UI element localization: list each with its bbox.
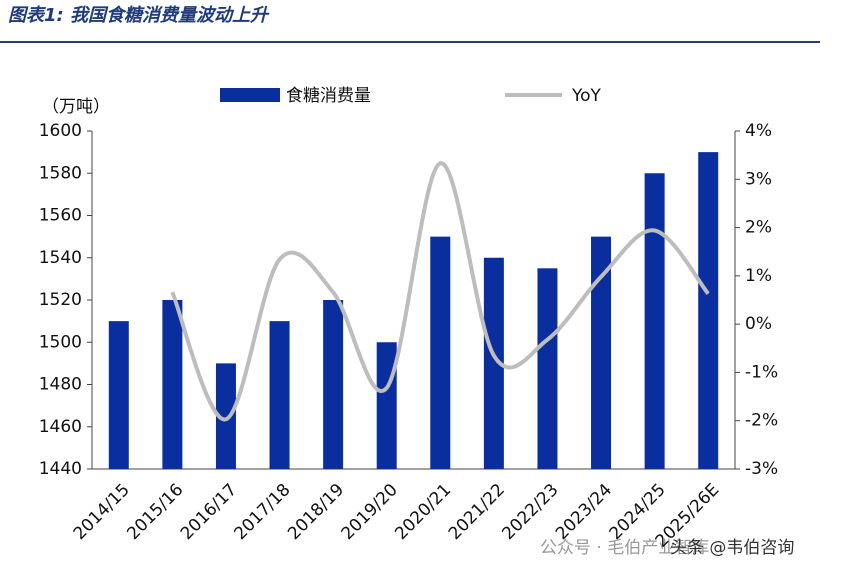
bar <box>644 173 665 469</box>
watermark: 头条 @韦伯咨询 <box>670 538 794 558</box>
x-tick-label: 2022/23 <box>498 480 562 544</box>
yoy-line <box>170 161 710 422</box>
y-tick-label: 1540 <box>39 248 82 268</box>
y2-tick-label: -1% <box>745 362 778 382</box>
y2-tick-label: -3% <box>745 459 778 479</box>
bar <box>537 268 558 469</box>
y2-tick-label: 1% <box>745 266 772 286</box>
x-tick-label: 2018/19 <box>284 480 348 544</box>
bar <box>376 342 397 469</box>
chart-title: 图表1: 我国食糖消费量波动上升 <box>8 5 270 26</box>
bar <box>108 321 129 469</box>
y-tick-label: 1520 <box>39 290 82 310</box>
y-tick-label: 1480 <box>39 375 82 395</box>
x-tick-label: 2020/21 <box>391 480 455 544</box>
y-tick-label: 1440 <box>39 459 82 479</box>
x-tick-label: 2015/16 <box>123 480 187 544</box>
y-tick-label: 1500 <box>39 332 82 352</box>
bar <box>430 236 451 469</box>
y2-tick-label: 2% <box>745 218 772 238</box>
y-tick-label: 1600 <box>39 121 82 141</box>
legend-label: 食糖消费量 <box>286 86 371 106</box>
y2-tick-label: 0% <box>745 314 772 334</box>
y2-tick-label: -2% <box>745 411 778 431</box>
y-tick-label: 1580 <box>39 163 82 183</box>
legend-swatch <box>220 88 280 102</box>
y-tick-label: 1560 <box>39 206 82 226</box>
y2-tick-label: 4% <box>745 121 772 141</box>
bar <box>269 321 290 469</box>
bar <box>591 236 612 469</box>
unit-label: （万吨） <box>42 97 110 117</box>
y2-tick-label: 3% <box>745 169 772 189</box>
watermark: 公众号 · 毛伯产业智库 <box>540 538 709 558</box>
x-tick-label: 2021/22 <box>445 480 509 544</box>
bar <box>323 300 344 469</box>
y-tick-label: 1460 <box>39 417 82 437</box>
bar <box>215 363 236 469</box>
x-tick-label: 2017/18 <box>231 480 295 544</box>
bar <box>162 300 183 469</box>
x-tick-label: 2023/24 <box>552 480 616 544</box>
x-tick-label: 2019/20 <box>338 480 402 544</box>
bar <box>698 152 719 469</box>
x-tick-label: 2014/15 <box>70 480 134 544</box>
x-tick-label: 2016/17 <box>177 480 241 544</box>
bar <box>483 257 504 469</box>
legend-label: YoY <box>571 86 602 106</box>
